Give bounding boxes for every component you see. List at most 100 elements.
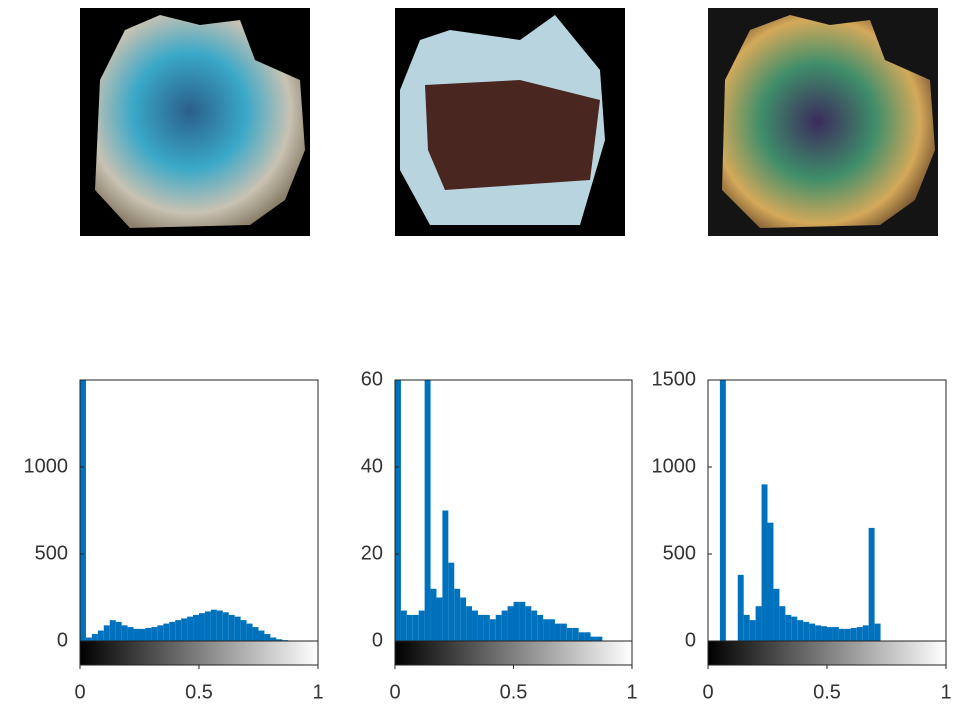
bar <box>252 627 259 641</box>
bar <box>228 614 235 641</box>
bar <box>743 614 750 641</box>
bar <box>815 625 822 641</box>
colorbar <box>79 640 319 666</box>
bar <box>139 628 146 641</box>
bar <box>454 588 461 641</box>
x-tick-label: 0 <box>389 681 400 703</box>
bar <box>406 614 413 641</box>
y-tick-label: 0 <box>372 629 383 651</box>
bar <box>749 620 756 641</box>
bar <box>400 610 407 641</box>
image-panel <box>708 8 938 236</box>
x-tick-label: 0.5 <box>813 681 841 703</box>
bar <box>448 562 455 641</box>
bar <box>737 574 744 641</box>
x-tick-label: 1 <box>626 681 637 703</box>
bar <box>466 606 473 641</box>
bar <box>868 527 875 641</box>
x-tick-label: 1 <box>312 681 323 703</box>
bar <box>477 614 484 641</box>
bar <box>874 623 881 641</box>
bar <box>785 614 792 641</box>
bar <box>838 628 845 641</box>
bar <box>827 627 833 641</box>
bar <box>584 632 591 641</box>
bar <box>442 510 449 641</box>
bar <box>85 637 92 641</box>
bar <box>519 601 526 641</box>
x-tick-label: 0.5 <box>185 681 213 703</box>
bar <box>809 623 816 641</box>
bar <box>543 619 550 641</box>
bar <box>460 597 467 641</box>
y-tick-label: 1000 <box>652 455 697 477</box>
bar <box>204 611 211 641</box>
bar <box>121 625 128 641</box>
bar <box>412 614 419 641</box>
bar <box>270 637 277 641</box>
bar <box>216 610 223 641</box>
bar <box>145 627 152 641</box>
bar <box>572 627 579 641</box>
bar <box>832 627 839 641</box>
bar <box>115 621 122 641</box>
bar <box>199 613 205 641</box>
bar <box>157 625 164 641</box>
bar <box>97 630 104 641</box>
bar <box>850 627 857 641</box>
bar <box>210 609 217 641</box>
bar <box>103 625 110 641</box>
y-tick-label: 1500 <box>652 368 697 390</box>
bar <box>596 636 603 641</box>
plot-area <box>395 380 603 641</box>
bar <box>483 614 490 641</box>
bar <box>797 620 804 641</box>
bar <box>507 606 514 641</box>
bar <box>755 606 762 641</box>
bar <box>395 380 401 641</box>
bar <box>779 606 786 641</box>
bar <box>773 588 780 641</box>
bar <box>163 623 170 641</box>
bar <box>264 634 271 641</box>
bar <box>436 597 443 641</box>
x-tick-label: 0 <box>702 681 713 703</box>
bar <box>501 610 508 641</box>
bar <box>862 625 869 641</box>
bar <box>719 380 726 641</box>
bar <box>761 484 768 641</box>
y-tick-label: 500 <box>35 542 68 564</box>
bar <box>803 621 810 641</box>
bar <box>151 627 158 641</box>
bar <box>234 616 241 641</box>
x-tick-label: 1 <box>940 681 951 703</box>
bar <box>91 634 98 641</box>
colorbar <box>707 640 947 666</box>
bar <box>844 628 851 641</box>
y-tick-label: 0 <box>57 629 68 651</box>
bar <box>430 588 437 641</box>
bar <box>525 606 532 641</box>
bar <box>821 626 827 641</box>
plot-area <box>719 380 881 641</box>
bar <box>424 380 431 641</box>
plot-area <box>80 380 289 641</box>
bar <box>560 623 567 641</box>
bar <box>222 612 229 641</box>
bar <box>537 614 544 641</box>
y-tick-label: 1000 <box>24 455 69 477</box>
y-tick-label: 60 <box>361 368 383 390</box>
bar <box>181 618 188 641</box>
bar <box>80 380 86 641</box>
bar <box>240 620 247 641</box>
bar <box>276 639 283 641</box>
bar <box>856 627 863 641</box>
x-tick-label: 0.5 <box>500 681 528 703</box>
bar <box>418 610 425 641</box>
bar <box>590 636 597 641</box>
bar <box>133 628 140 641</box>
image-panel <box>395 8 625 236</box>
bar <box>187 616 194 641</box>
bar <box>791 616 798 641</box>
